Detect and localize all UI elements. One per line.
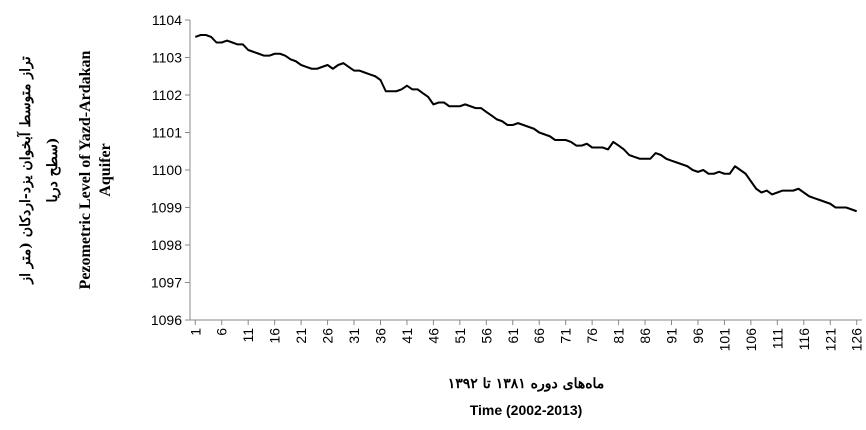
y-tick-label: 1104	[152, 12, 182, 28]
data-line	[194, 34, 858, 213]
x-tick-label: 86	[637, 328, 653, 344]
x-tick-label: 56	[478, 328, 494, 344]
x-tick-label: 126	[849, 328, 865, 352]
y-tick-label: 1097	[151, 275, 182, 291]
y-tick-label: 1096	[151, 312, 182, 328]
y-tick-label: 1103	[152, 50, 182, 66]
y-tick-label: 1098	[151, 237, 182, 253]
y-tick-label: 1101	[152, 125, 182, 141]
x-tick-label: 36	[372, 328, 388, 344]
x-tick-label: 121	[822, 328, 838, 352]
x-tick-label: 6	[214, 328, 230, 336]
x-tick-label: 46	[425, 328, 441, 344]
x-tick-label: 1	[187, 328, 203, 336]
y-label-line: Aquifer	[97, 143, 114, 196]
y-label-line: Pezometric Level of Yazd-Ardakan	[77, 50, 94, 289]
x-tick-label: 16	[267, 328, 283, 344]
x-tick-label: 71	[558, 328, 574, 344]
y-label-line: سطح دریا)	[45, 138, 61, 203]
y-label-line: تراز متوسط آبخوان یزد-اردکان (متر از	[16, 56, 34, 284]
x-tick-label: 31	[346, 328, 362, 344]
y-tick-label: 1099	[151, 200, 182, 216]
x-tick-label: 101	[716, 328, 732, 352]
x-tick-label: 106	[743, 328, 759, 352]
y-tick-label: 1100	[152, 162, 182, 178]
x-tick-label: 61	[505, 328, 521, 344]
x-tick-label: 116	[796, 328, 812, 351]
x-tick-label: 41	[399, 328, 415, 344]
x-tick-label: 51	[452, 328, 468, 344]
x-tick-label: 91	[664, 328, 680, 344]
x-tick-label: 76	[584, 328, 600, 344]
y-tick-label: 1102	[152, 87, 182, 103]
x-tick-label: 66	[531, 328, 547, 344]
x-label-en: Time (2002-2013)	[470, 402, 583, 418]
x-label-fa: ماه‌های دوره ۱۳۸۱ تا ۱۳۹۲	[448, 376, 605, 392]
x-tick-label: 81	[611, 328, 627, 344]
x-tick-label: 96	[690, 328, 706, 344]
x-tick-label: 26	[320, 328, 336, 344]
x-tick-label: 111	[769, 328, 785, 349]
y-label-fa: تراز متوسط آبخوان یزد-اردکان (متر از سطح…	[16, 56, 61, 284]
y-label-en: Pezometric Level of Yazd-Ardakan Aquifer	[77, 50, 114, 289]
x-tick-label: 21	[293, 328, 309, 344]
x-tick-label: 11	[240, 328, 256, 343]
